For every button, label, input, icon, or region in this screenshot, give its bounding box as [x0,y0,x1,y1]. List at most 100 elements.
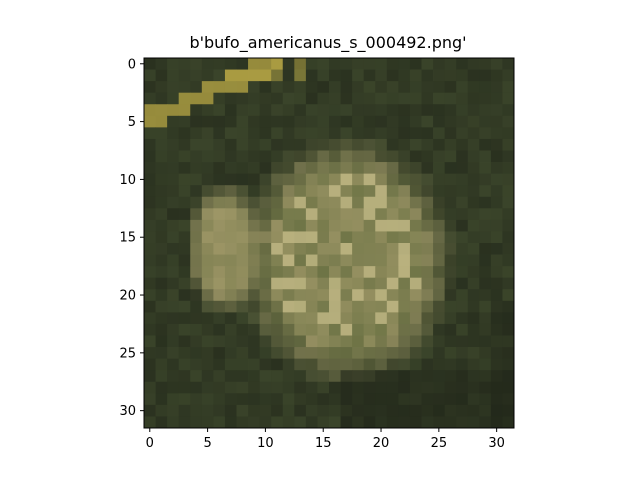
x-tick-label: 15 [315,436,332,451]
image-pixel [352,138,365,151]
image-pixel [490,335,503,348]
image-pixel [271,312,284,325]
image-pixel [213,231,226,244]
image-pixel [282,208,295,221]
image-pixel [190,358,203,371]
image-pixel [398,370,411,383]
image-pixel [409,208,422,221]
image-pixel [167,243,180,255]
image-pixel [317,243,330,255]
image-pixel [444,358,457,371]
image-pixel [421,312,434,325]
image-pixel [294,115,307,128]
image-pixel [421,162,434,175]
image-pixel [375,219,388,232]
image-pixel [213,335,226,348]
image-pixel [305,150,318,163]
image-pixel [282,92,295,105]
image-pixel [236,266,249,279]
image-pixel [201,219,214,232]
image-pixel [259,58,272,70]
image-pixel [467,58,480,70]
image-pixel [282,69,295,82]
image-pixels [144,58,515,429]
image-pixel [467,289,480,302]
image-pixel [248,312,261,325]
image-pixel [340,104,353,117]
image-pixel [236,115,249,128]
image-pixel [155,69,168,82]
x-tick-label: 10 [257,436,274,451]
image-pixel [271,115,284,128]
image-pixel [271,81,284,94]
image-pixel [236,254,249,267]
image-pixel [398,69,411,82]
image-pixel [444,173,457,186]
image-pixel [224,138,237,151]
image-pixel [259,335,272,348]
image-pixel [190,416,203,429]
image-pixel [201,231,214,244]
image-pixel [201,208,214,221]
image-pixel [433,416,446,429]
image-pixel [433,58,446,70]
y-tick-label: 10 [119,173,136,188]
image-pixel [294,162,307,175]
image-pixel [224,69,237,82]
image-pixel [329,254,341,267]
image-pixel [236,300,249,313]
image-pixel [490,104,503,117]
image-pixel [236,231,249,244]
image-pixel [190,104,203,117]
image-pixel [444,370,457,383]
image-pixel [178,277,191,290]
image-pixel [190,277,203,290]
image-pixel [305,231,318,244]
image-pixel [144,104,156,117]
x-tick-label: 0 [146,436,154,451]
image-pixel [352,404,365,417]
image-pixel [421,277,434,290]
image-pixel [490,266,503,279]
image-pixel [213,58,226,70]
image-pixel [282,323,295,336]
image-pixel [444,208,457,221]
image-pixel [352,289,365,302]
image-pixel [201,162,214,175]
image-pixel [340,254,353,267]
image-pixel [259,173,272,186]
image-pixel [352,196,365,209]
image-pixel [467,254,480,267]
image-pixel [398,266,411,279]
image-pixel [363,312,376,325]
image-pixel [352,243,365,255]
image-pixel [201,335,214,348]
image-pixel [167,335,180,348]
image-pixel [386,69,399,82]
image-pixel [386,254,399,267]
image-pixel [294,243,307,255]
image-pixel [144,150,156,163]
image-pixel [409,162,422,175]
image-pixel [282,335,295,348]
image-pixel [178,219,191,232]
image-pixel [236,150,249,163]
image-pixel [224,104,237,117]
image-pixel [317,358,330,371]
image-pixel [421,289,434,302]
image-pixel [305,162,318,175]
image-pixel [201,196,214,209]
y-axis-ticks: 0 5 10 15 20 25 30 [119,57,144,419]
image-pixel [294,58,307,70]
image-pixel [213,115,226,128]
image-pixel [329,150,341,163]
image-pixel [467,138,480,151]
image-pixel [190,127,203,140]
image-pixel [248,335,261,348]
image-pixel [398,162,411,175]
image-pixel [317,347,330,360]
image-pixel [398,358,411,371]
image-pixel [201,58,214,70]
image-pixel [352,416,365,429]
image-pixel [271,150,284,163]
